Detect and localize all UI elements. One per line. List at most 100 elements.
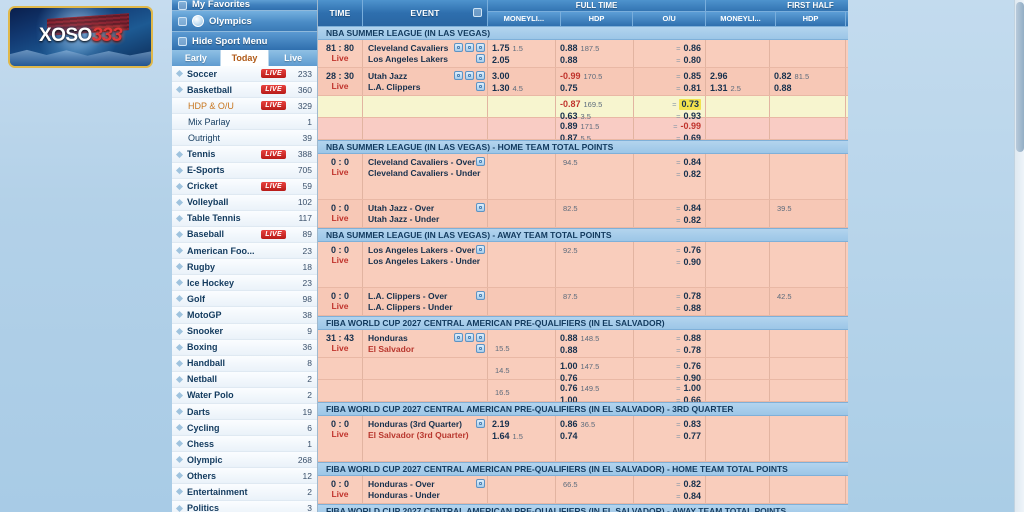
ft-ou-over[interactable]: 0.84 <box>683 203 701 213</box>
away-team[interactable]: Honduras - Under <box>368 489 440 500</box>
ft-ou-over[interactable]: 0.85 <box>683 71 701 81</box>
sidebar-item-hdp-o-u[interactable]: HDP & O/U LIVE 329 <box>172 98 317 115</box>
ft-moneyline-away[interactable]: 1.30 <box>492 83 510 93</box>
sidebar-item-table-tennis[interactable]: Table Tennis 117 <box>172 210 317 227</box>
home-team[interactable]: Utah Jazz - Over <box>368 203 435 213</box>
home-team[interactable]: Honduras - Over <box>368 479 435 489</box>
away-team[interactable]: L.A. Clippers <box>368 81 421 92</box>
stats-icon[interactable] <box>454 333 463 342</box>
sidebar-item-boxing[interactable]: Boxing 36 <box>172 339 317 356</box>
sidebar-item-tennis[interactable]: Tennis LIVE 388 <box>172 146 317 163</box>
tab-today[interactable]: Today <box>220 50 270 66</box>
ft-hdp-away[interactable]: 0.76 <box>560 373 578 383</box>
ft-ou-over[interactable]: 0.76 <box>683 361 701 371</box>
tv-icon[interactable] <box>465 71 474 80</box>
ft-moneyline-away[interactable]: 2.05 <box>492 55 510 65</box>
sidebar-item-olympic[interactable]: Olympic 268 <box>172 452 317 469</box>
ft-ou-over[interactable]: 0.86 <box>683 43 701 53</box>
away-team[interactable]: El Salvador <box>368 343 415 354</box>
home-team[interactable]: Los Angeles Lakers - Over <box>368 245 475 255</box>
ft-ou-under[interactable]: 0.69 <box>683 133 701 143</box>
ft-ou-over[interactable]: 0.82 <box>683 479 701 489</box>
live-score-icon[interactable] <box>476 245 485 254</box>
pin-icon[interactable] <box>473 8 482 17</box>
live-score-icon[interactable] <box>476 419 485 428</box>
ft-hdp-home[interactable]: 1.00 <box>560 361 578 371</box>
sidebar-item-outright[interactable]: Outright 39 <box>172 130 317 147</box>
ft-hdp-away[interactable]: 0.75 <box>560 83 578 93</box>
sidebar-item-soccer[interactable]: Soccer LIVE 233 <box>172 66 317 83</box>
ft-hdp-home[interactable]: 0.89 <box>560 121 578 131</box>
home-team[interactable]: Cleveland Cavaliers <box>368 43 449 53</box>
sidebar-item-entertainment[interactable]: Entertainment 2 <box>172 484 317 501</box>
ft-ou-under[interactable]: 0.66 <box>683 395 701 405</box>
sidebar-item-cricket[interactable]: Cricket LIVE 59 <box>172 178 317 195</box>
ft-hdp-away[interactable]: 0.88 <box>560 345 578 355</box>
site-logo[interactable]: XOSO333 <box>8 6 153 68</box>
ft-hdp-home[interactable]: 0.88 <box>560 333 578 343</box>
ft-hdp-home[interactable]: 0.88 <box>560 43 578 53</box>
sidebar-item-motogp[interactable]: MotoGP 38 <box>172 307 317 324</box>
stats-icon[interactable] <box>454 71 463 80</box>
sidebar-item-e-sports[interactable]: E-Sports 705 <box>172 162 317 179</box>
away-team[interactable]: L.A. Clippers - Under <box>368 301 453 312</box>
home-team[interactable]: Honduras <box>368 333 408 343</box>
fh-hdp-home[interactable]: 0.82 <box>774 71 792 81</box>
scrollbar-thumb[interactable] <box>1016 2 1024 152</box>
ft-hdp-away[interactable]: 0.87 <box>560 133 578 143</box>
ft-moneyline-home[interactable]: 1.75 <box>492 43 510 53</box>
tv-icon[interactable] <box>465 333 474 342</box>
ft-hdp-away[interactable]: 0.63 <box>560 111 578 121</box>
fh-moneyline-away[interactable]: 1.31 <box>710 83 728 93</box>
sidebar-item-baseball[interactable]: Baseball LIVE 89 <box>172 226 317 244</box>
tab-early[interactable]: Early <box>172 50 221 66</box>
ft-ou-under[interactable]: 0.90 <box>683 257 701 267</box>
sidebar-item-others[interactable]: Others 12 <box>172 468 317 485</box>
ft-ou-under[interactable]: 0.78 <box>683 345 701 355</box>
sidebar-item-volleyball[interactable]: Volleyball 102 <box>172 194 317 211</box>
ft-ou-over[interactable]: 0.76 <box>683 245 701 255</box>
live-score-icon[interactable] <box>476 479 485 488</box>
ft-ou-under[interactable]: 0.90 <box>683 373 701 383</box>
ft-moneyline-home[interactable]: 3.00 <box>492 71 510 81</box>
sidebar-item-rugby[interactable]: Rugby 18 <box>172 259 317 276</box>
ft-ou-under[interactable]: 0.84 <box>683 491 701 501</box>
sidebar-item-chess[interactable]: Chess 1 <box>172 436 317 453</box>
ft-hdp-away[interactable]: 0.88 <box>560 55 578 65</box>
home-team[interactable]: Utah Jazz <box>368 71 408 81</box>
live-score-icon[interactable] <box>476 157 485 166</box>
ft-moneyline-home[interactable]: 2.19 <box>492 419 510 429</box>
sidebar-item-netball[interactable]: Netball 2 <box>172 371 317 388</box>
pitch-icon[interactable] <box>476 43 485 52</box>
ft-hdp-home[interactable]: -0.87 <box>560 99 581 109</box>
ft-moneyline-away[interactable]: 1.64 <box>492 431 510 441</box>
home-team[interactable]: L.A. Clippers - Over <box>368 291 448 301</box>
fh-hdp-away[interactable]: 0.88 <box>774 83 792 93</box>
ft-ou-over[interactable]: 0.73 <box>679 99 701 110</box>
tv-icon[interactable] <box>465 43 474 52</box>
live-score-icon[interactable] <box>476 344 485 353</box>
live-score-icon[interactable] <box>476 82 485 91</box>
sidebar-item-cycling[interactable]: Cycling 6 <box>172 420 317 437</box>
sidebar-item-water-polo[interactable]: Water Polo 2 <box>172 387 317 404</box>
sidebar-item-handball[interactable]: Handball 8 <box>172 355 317 372</box>
ft-hdp-home[interactable]: 0.86 <box>560 419 578 429</box>
tab-live[interactable]: Live <box>269 50 317 66</box>
sidebar-item-american-foo[interactable]: American Foo... 23 <box>172 243 317 260</box>
ft-ou-over[interactable]: 0.84 <box>683 157 701 167</box>
ft-hdp-home[interactable]: -0.99 <box>560 71 581 81</box>
ft-ou-over[interactable]: 1.00 <box>683 383 701 393</box>
away-team[interactable]: El Salvador (3rd Quarter) <box>368 429 469 440</box>
ft-hdp-away[interactable]: 0.74 <box>560 431 578 441</box>
ft-ou-under[interactable]: 0.82 <box>683 215 701 225</box>
pitch-icon[interactable] <box>476 333 485 342</box>
ft-ou-under[interactable]: 0.77 <box>683 431 701 441</box>
live-score-icon[interactable] <box>476 291 485 300</box>
sidebar-item-ice-hockey[interactable]: Ice Hockey 23 <box>172 275 317 292</box>
ft-ou-under[interactable]: 0.93 <box>683 111 701 121</box>
home-team[interactable]: Honduras (3rd Quarter) <box>368 419 462 429</box>
fh-moneyline-home[interactable]: 2.96 <box>710 71 728 81</box>
away-team[interactable]: Cleveland Cavaliers - Under <box>368 167 481 178</box>
home-team[interactable]: Cleveland Cavaliers - Over <box>368 157 476 167</box>
hide-sport-menu-button[interactable]: Hide Sport Menu <box>172 32 317 50</box>
